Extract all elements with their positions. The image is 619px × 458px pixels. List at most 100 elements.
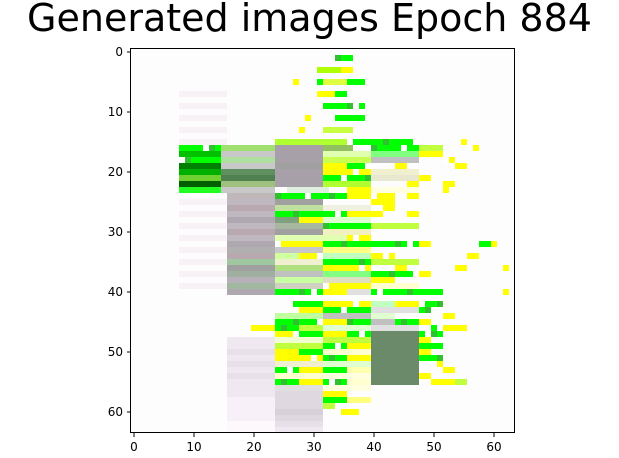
heatmap-pixel [413, 349, 419, 355]
heatmap-pixel [233, 223, 239, 229]
heatmap-pixel [245, 151, 251, 157]
heatmap-pixel [281, 163, 287, 169]
heatmap-pixel [413, 301, 419, 307]
heatmap-pixel [323, 145, 329, 151]
heatmap-pixel [317, 379, 323, 385]
heatmap-pixel [347, 151, 353, 157]
heatmap-pixel [359, 379, 365, 385]
heatmap-pixel [359, 271, 365, 277]
heatmap-pixel [329, 403, 335, 409]
heatmap-pixel [299, 325, 305, 331]
heatmap-pixel [245, 337, 251, 343]
heatmap-pixel [371, 367, 377, 373]
heatmap-pixel [455, 265, 461, 271]
heatmap-pixel [257, 265, 263, 271]
heatmap-pixel [287, 169, 293, 175]
heatmap-pixel [329, 235, 335, 241]
heatmap-pixel [317, 151, 323, 157]
heatmap-pixel [407, 151, 413, 157]
heatmap-pixel [347, 247, 353, 253]
heatmap-pixel [371, 223, 377, 229]
heatmap-pixel [335, 79, 341, 85]
heatmap-pixel [335, 253, 341, 259]
heatmap-pixel [365, 157, 371, 163]
heatmap-pixel [395, 337, 401, 343]
heatmap-pixel [251, 241, 257, 247]
heatmap-pixel [209, 151, 215, 157]
heatmap-pixel [335, 337, 341, 343]
heatmap-pixel [365, 331, 371, 337]
heatmap-pixel [293, 349, 299, 355]
heatmap-pixel [281, 427, 287, 433]
heatmap-pixel [359, 139, 365, 145]
heatmap-pixel [227, 229, 233, 235]
heatmap-pixel [383, 319, 389, 325]
heatmap-pixel [317, 157, 323, 163]
heatmap-pixel [365, 277, 371, 283]
heatmap-pixel [365, 193, 371, 199]
heatmap-pixel [401, 259, 407, 265]
heatmap-pixel [377, 367, 383, 373]
heatmap-pixel [245, 199, 251, 205]
heatmap-pixel [323, 235, 329, 241]
heatmap-pixel [353, 223, 359, 229]
heatmap-pixel [317, 385, 323, 391]
heatmap-pixel [347, 163, 353, 169]
heatmap-pixel [227, 277, 233, 283]
heatmap-pixel [341, 247, 347, 253]
heatmap-pixel [287, 403, 293, 409]
heatmap-pixel [341, 229, 347, 235]
heatmap-pixel [359, 253, 365, 259]
heatmap-pixel [407, 145, 413, 151]
heatmap-pixel [275, 271, 281, 277]
heatmap-pixel [227, 145, 233, 151]
heatmap-pixel [335, 277, 341, 283]
heatmap-pixel [299, 283, 305, 289]
heatmap-pixel [299, 373, 305, 379]
heatmap-pixel [263, 325, 269, 331]
heatmap-pixel [275, 397, 281, 403]
heatmap-pixel [353, 277, 359, 283]
heatmap-pixel [389, 241, 395, 247]
heatmap-pixel [377, 145, 383, 151]
heatmap-pixel [263, 175, 269, 181]
heatmap-pixel [341, 271, 347, 277]
heatmap-pixel [365, 253, 371, 259]
heatmap-pixel [221, 175, 227, 181]
heatmap-pixel [317, 217, 323, 223]
heatmap-pixel [263, 259, 269, 265]
heatmap-pixel [275, 367, 281, 373]
heatmap-pixel [293, 181, 299, 187]
heatmap-pixel [245, 415, 251, 421]
heatmap-pixel [371, 331, 377, 337]
heatmap-pixel [257, 271, 263, 277]
heatmap-pixel [263, 223, 269, 229]
heatmap-pixel [323, 325, 329, 331]
heatmap-pixel [299, 391, 305, 397]
heatmap-pixel [239, 199, 245, 205]
heatmap-pixel [377, 283, 383, 289]
heatmap-pixel [239, 385, 245, 391]
heatmap-pixel [233, 397, 239, 403]
heatmap-pixel [329, 139, 335, 145]
heatmap-pixel [389, 205, 395, 211]
heatmap-pixel [299, 163, 305, 169]
heatmap-pixel [257, 343, 263, 349]
heatmap-pixel [239, 193, 245, 199]
heatmap-pixel [287, 289, 293, 295]
heatmap-pixel [251, 343, 257, 349]
heatmap-pixel [197, 169, 203, 175]
heatmap-pixel [431, 289, 437, 295]
heatmap-pixel [311, 217, 317, 223]
heatmap-pixel [371, 259, 377, 265]
heatmap-pixel [341, 193, 347, 199]
heatmap-pixel [353, 379, 359, 385]
heatmap-pixel [455, 325, 461, 331]
heatmap-pixel [335, 373, 341, 379]
heatmap-pixel [365, 319, 371, 325]
heatmap-pixel [221, 181, 227, 187]
heatmap-pixel [299, 385, 305, 391]
heatmap-pixel [305, 181, 311, 187]
heatmap-pixel [323, 271, 329, 277]
heatmap-pixel [395, 157, 401, 163]
